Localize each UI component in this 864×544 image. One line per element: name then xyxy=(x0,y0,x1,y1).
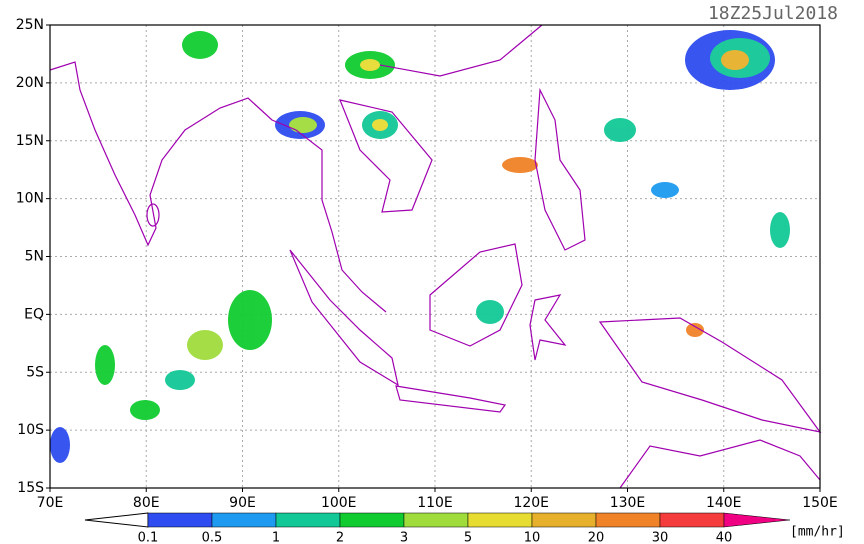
coastline xyxy=(619,439,821,489)
colorbar-label: 5 xyxy=(464,531,472,544)
lon-tick-label: 70E xyxy=(37,495,64,511)
colorbar-segment xyxy=(467,512,533,528)
rain-area xyxy=(360,59,380,71)
rain-area xyxy=(604,118,636,142)
lat-tick-label: 5N xyxy=(25,249,44,265)
colorbar-label: 1 xyxy=(272,531,280,544)
lat-tick-label: 15N xyxy=(16,133,44,149)
colorbar-over xyxy=(723,512,791,528)
lon-tick-label: 120E xyxy=(513,495,549,511)
lat-tick-label: 25N xyxy=(16,17,44,33)
rain-area xyxy=(686,323,704,337)
lon-tick-label: 140E xyxy=(706,495,742,511)
rain-area xyxy=(187,330,223,360)
colorbar-label: 20 xyxy=(588,531,605,544)
lon-tick-label: 90E xyxy=(229,495,256,511)
colorbar-segment xyxy=(211,512,277,528)
rain-area xyxy=(130,400,160,420)
coastline xyxy=(146,203,160,227)
colorbar-segment xyxy=(403,512,469,528)
rain-area xyxy=(228,290,272,350)
coastline xyxy=(49,61,387,313)
colorbar-label: 30 xyxy=(652,531,669,544)
rain-area xyxy=(165,370,195,390)
lat-tick-label: EQ xyxy=(24,306,44,322)
coastline xyxy=(339,99,433,213)
coastline xyxy=(289,249,399,387)
colorbar-segment xyxy=(275,512,341,528)
colorbar-segment xyxy=(339,512,405,528)
map-title: 18Z25Jul2018 xyxy=(708,3,838,24)
rain-area xyxy=(95,345,115,385)
colorbar-segment xyxy=(531,512,597,528)
lon-tick-label: 150E xyxy=(802,495,838,511)
colorbar-label: 40 xyxy=(716,531,733,544)
rain-area xyxy=(182,31,218,59)
rain-area xyxy=(502,157,538,173)
coastline xyxy=(429,243,523,347)
lat-tick-label: 20N xyxy=(16,75,44,91)
rain-area xyxy=(50,427,70,463)
rain-area xyxy=(476,300,504,324)
colorbar-segment xyxy=(659,512,725,528)
lat-tick-label: 5S xyxy=(26,364,44,380)
colorbar-segment xyxy=(147,512,213,528)
rain-area xyxy=(651,182,679,198)
rain-area xyxy=(289,117,317,133)
coastline xyxy=(395,385,507,413)
coastline xyxy=(534,87,586,251)
lon-tick-label: 100E xyxy=(321,495,357,511)
lon-tick-label: 130E xyxy=(610,495,646,511)
lat-tick-label: 15S xyxy=(17,480,44,496)
colorbar-segment xyxy=(595,512,661,528)
rain-area xyxy=(721,50,749,70)
rain-area xyxy=(372,119,388,131)
lon-tick-label: 80E xyxy=(133,495,160,511)
colorbar-label: 10 xyxy=(524,531,541,544)
lat-tick-label: 10N xyxy=(16,191,44,207)
rain-areas xyxy=(50,30,790,463)
coastline xyxy=(379,24,543,77)
rain-area xyxy=(770,212,790,248)
colorbar-label: 0.5 xyxy=(202,531,223,544)
lat-tick-label: 10S xyxy=(17,422,44,438)
colorbar-label: 2 xyxy=(336,531,344,544)
colorbar-unit: [mm/hr] xyxy=(790,525,845,540)
lon-tick-label: 110E xyxy=(417,495,453,511)
colorbar-label: 0.1 xyxy=(138,531,159,544)
colorbar-under xyxy=(84,512,149,528)
coastline xyxy=(529,294,567,361)
colorbar-label: 3 xyxy=(400,531,408,544)
